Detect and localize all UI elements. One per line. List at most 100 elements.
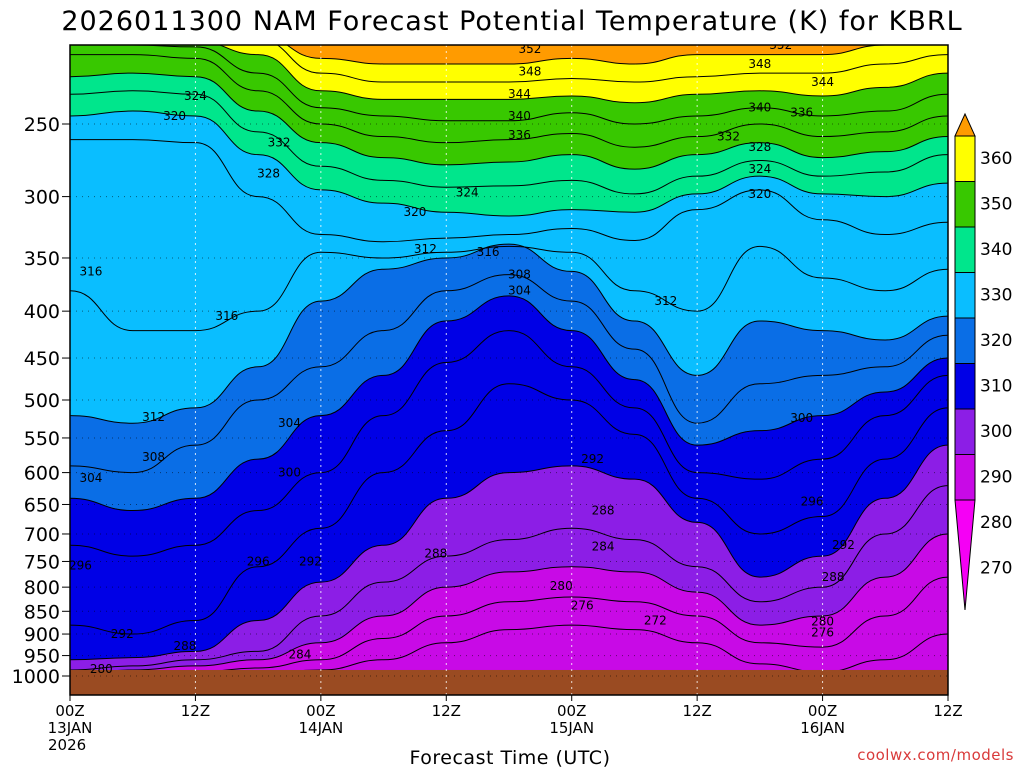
- isentrope-line-288: [70, 444, 948, 661]
- contour-label: 308: [508, 268, 531, 282]
- colorbar-top-arrow: [954, 112, 976, 137]
- contour-label: 328: [748, 140, 771, 154]
- isentrope-line-300: [70, 295, 948, 512]
- isentrope-line-308: [70, 243, 948, 424]
- contour-label: 292: [832, 538, 855, 552]
- contour-label: 320: [163, 109, 186, 123]
- colorbar-band: [954, 317, 976, 364]
- y-tick-label: 700: [24, 524, 60, 546]
- y-tick-label: 500: [24, 390, 60, 412]
- isentrope-line-312: [70, 245, 948, 332]
- contour-label: 280: [90, 662, 113, 676]
- x-tick-label: 00Z: [306, 702, 335, 720]
- contour-label: 316: [215, 309, 238, 323]
- x-tick-label: 14JAN: [298, 719, 343, 737]
- y-tick-label: 1000: [12, 666, 60, 688]
- contour-label: 292: [111, 627, 134, 641]
- contour-label: 352: [518, 42, 541, 56]
- y-tick-label: 550: [24, 428, 60, 450]
- contour-label-layer: 352 352 348 348 344 344 340 340 336 336 332 332 328 3…: [69, 38, 855, 676]
- y-tick-label: 650: [24, 494, 60, 516]
- contour-label: 280: [550, 579, 573, 593]
- colorbar-label: 320: [980, 331, 1012, 351]
- chart-title: 2026011300 NAM Forecast Potential Temper…: [61, 6, 962, 37]
- y-tick-label: 450: [24, 348, 60, 370]
- isentrope-line-328: [70, 72, 948, 170]
- contour-label: 324: [184, 89, 207, 103]
- isentrope-line-324: [70, 90, 948, 195]
- x-tick-label: 12Z: [933, 702, 962, 720]
- contour-label: 332: [268, 136, 291, 150]
- x-tick-label: 00Z: [55, 702, 84, 720]
- contour-label: 336: [790, 106, 813, 120]
- contour-label: 320: [748, 187, 771, 201]
- colorbar-band: [954, 408, 976, 455]
- x-tick-label: 12Z: [432, 702, 461, 720]
- contour-label: 292: [299, 554, 322, 568]
- y-tick-label: 750: [24, 551, 60, 573]
- colorbar-band: [954, 272, 976, 319]
- x-tick-label: 00Z: [557, 702, 586, 720]
- x-tick-label: 12Z: [682, 702, 711, 720]
- contour-label: 352: [769, 38, 792, 52]
- colorbar-label: 310: [980, 377, 1012, 397]
- contour-label: 308: [142, 450, 165, 464]
- isentrope-line-344: [276, 45, 948, 83]
- y-tick-label: 350: [24, 248, 60, 270]
- x-tick-label: 2026: [48, 736, 86, 754]
- contour-label: 312: [414, 242, 437, 256]
- x-tick-label: 16JAN: [800, 719, 845, 737]
- isentrope-line-296: [70, 330, 948, 557]
- colorbar-label: 360: [980, 149, 1012, 169]
- contour-label: 332: [717, 130, 740, 144]
- isentrope-line-336: [70, 45, 948, 125]
- colorbar: 360 350 340 330 320 310 300 290 280 270: [954, 112, 1012, 611]
- contour-label: 276: [571, 599, 594, 613]
- y-tick-label: 800: [24, 577, 60, 599]
- y-tick-label: 400: [24, 301, 60, 323]
- plot-frame: [69, 44, 949, 696]
- colorbar-band: [954, 363, 976, 410]
- contour-label: 344: [508, 87, 531, 101]
- y-tick-label: 300: [24, 187, 60, 209]
- ground-surface: [70, 669, 948, 695]
- y-tick-label: 250: [24, 114, 60, 136]
- contour-label: 324: [748, 162, 771, 176]
- contour-label: 300: [278, 466, 301, 480]
- contour-label: 316: [79, 264, 102, 278]
- isentrope-line-320: [70, 110, 948, 217]
- isentrope-line-304: [70, 274, 948, 474]
- contour-label: 288: [424, 546, 447, 560]
- colorbar-label: 330: [980, 286, 1012, 306]
- colorbar-label: 340: [980, 240, 1012, 260]
- colorbar-band: [954, 454, 976, 501]
- colorbar-label: 290: [980, 468, 1012, 488]
- contour-label: 296: [247, 554, 270, 568]
- contour-label: 312: [654, 294, 677, 308]
- contour-label: 288: [822, 570, 845, 584]
- colorbar-label: 350: [980, 195, 1012, 215]
- colorbar-bottom-arrow: [954, 499, 976, 611]
- colorbar-band: [954, 181, 976, 228]
- colorbar-label: 280: [980, 513, 1012, 533]
- grid-layer: [70, 45, 948, 695]
- isentrope-line-348: [286, 45, 896, 65]
- contour-label: 324: [456, 186, 479, 200]
- x-tick-label: 00Z: [808, 702, 837, 720]
- y-axis: 2503003504004505005506006507007508008509…: [12, 114, 70, 688]
- contour-label: 284: [288, 648, 311, 662]
- contour-label: 304: [508, 284, 531, 298]
- x-tick-label: 15JAN: [549, 719, 594, 737]
- contour-label: 300: [790, 411, 813, 425]
- contour-label: 296: [69, 559, 92, 573]
- contour-label: 284: [592, 539, 615, 553]
- contour-label: 280: [811, 614, 834, 628]
- y-tick-label: 850: [24, 601, 60, 623]
- contour-label: 272: [644, 614, 667, 628]
- contour-label: 336: [508, 128, 531, 142]
- y-tick-label: 600: [24, 463, 60, 485]
- contour-label: 296: [801, 494, 824, 508]
- colorbar-band: [954, 135, 976, 182]
